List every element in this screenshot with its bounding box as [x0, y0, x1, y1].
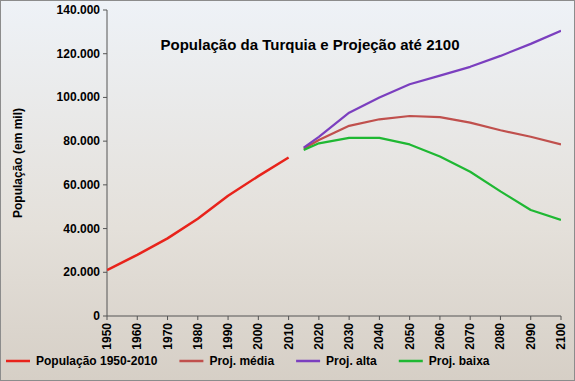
- series-line: [107, 158, 289, 271]
- x-tick-label: 1950: [100, 323, 114, 350]
- chart-svg: População da Turquia e Projeção até 2100…: [0, 0, 575, 381]
- x-tick: [107, 316, 108, 320]
- x-tick-label: 2020: [312, 323, 326, 350]
- x-tick: [409, 316, 410, 320]
- x-tick: [137, 316, 138, 320]
- x-tick-label: 1960: [130, 323, 144, 350]
- x-tick-label: 1990: [221, 323, 235, 350]
- y-tick-label: 60.000: [63, 178, 100, 192]
- title: População da Turquia e Projeção até 2100: [161, 36, 460, 53]
- legend-label: População 1950-2010: [36, 354, 158, 368]
- y-tick: [103, 184, 107, 185]
- y-tick-label: 120.000: [57, 47, 101, 61]
- y-axis-label: População (em mil): [11, 108, 25, 218]
- legend-label: Proj. média: [209, 354, 274, 368]
- x-tick-label: 2100: [554, 323, 568, 350]
- x-tick-label: 1970: [161, 323, 175, 350]
- x-tick: [349, 316, 350, 320]
- x-axis: [107, 316, 561, 317]
- legend-swatch: [6, 360, 30, 363]
- y-tick: [103, 10, 107, 11]
- series-line: [304, 31, 561, 148]
- legend: População 1950-2010 Proj. média Proj. alta…: [6, 354, 490, 368]
- y-tick: [103, 316, 107, 317]
- y-tick-label: 20.000: [63, 265, 100, 279]
- x-tick-label: 2000: [251, 323, 265, 350]
- y-tick-label: 40.000: [63, 222, 100, 236]
- y-tick: [103, 272, 107, 273]
- x-tick-label: 2090: [524, 323, 538, 350]
- series-line: [304, 138, 561, 220]
- y-tick-label: 140.000: [57, 3, 101, 17]
- x-tick: [439, 316, 440, 320]
- x-tick: [318, 316, 319, 320]
- y-tick: [103, 141, 107, 142]
- legend-swatch: [399, 360, 423, 363]
- legend-label: Proj. alta: [326, 354, 377, 368]
- legend-label: Proj. baixa: [429, 354, 490, 368]
- x-tick: [470, 316, 471, 320]
- plot-lines: [107, 31, 561, 270]
- x-tick: [228, 316, 229, 320]
- series-line: [304, 116, 561, 149]
- x-tick-label: 2040: [372, 323, 386, 350]
- legend-swatch: [179, 360, 203, 363]
- x-tick-label: 2030: [342, 323, 356, 350]
- x-tick-label: 2010: [282, 323, 296, 350]
- x-tick: [561, 316, 562, 320]
- y-tick-label: 0: [93, 309, 100, 323]
- x-tick-label: 2050: [403, 323, 417, 350]
- y-tick-label: 80.000: [63, 134, 100, 148]
- x-tick: [530, 316, 531, 320]
- x-tick-label: 1980: [191, 323, 205, 350]
- x-tick-label: 2070: [463, 323, 477, 350]
- chart-container: População da Turquia e Projeção até 2100…: [0, 0, 575, 381]
- y-tick: [103, 53, 107, 54]
- x-tick-label: 2080: [493, 323, 507, 350]
- x-tick: [258, 316, 259, 320]
- y-tick: [103, 228, 107, 229]
- x-tick: [167, 316, 168, 320]
- x-tick: [379, 316, 380, 320]
- y-tick-label: 100.000: [57, 90, 101, 104]
- legend-swatch: [296, 360, 320, 363]
- x-tick: [197, 316, 198, 320]
- x-tick: [500, 316, 501, 320]
- x-tick: [288, 316, 289, 320]
- x-tick-label: 2060: [433, 323, 447, 350]
- background: [1, 1, 575, 381]
- y-tick: [103, 97, 107, 98]
